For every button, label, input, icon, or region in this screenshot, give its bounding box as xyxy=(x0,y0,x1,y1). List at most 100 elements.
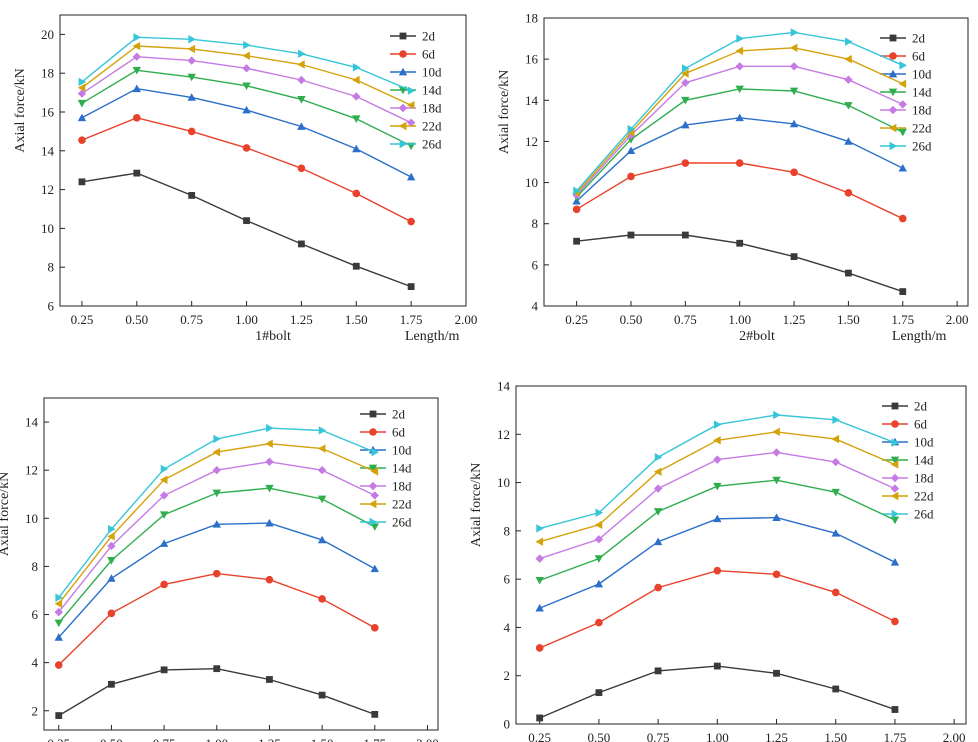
data-point xyxy=(242,64,251,73)
data-point xyxy=(108,524,116,534)
legend-marker xyxy=(399,139,408,149)
data-point xyxy=(831,529,840,537)
chart-panel-4: 0 2 4 6 8 10 12 14 0.25 0.50 0.75 1.00 1.25 1.50 1.75 2… xyxy=(469,379,967,742)
data-point xyxy=(844,54,852,64)
data-point xyxy=(890,484,900,493)
y-tick-label: 16 xyxy=(41,105,55,120)
x-tick-label: 1.50 xyxy=(837,312,860,327)
x-tick-label: 2.00 xyxy=(943,730,966,742)
legend-entry-14d: 14d xyxy=(360,461,412,476)
legend-entry-14d: 14d xyxy=(882,453,934,468)
data-point xyxy=(352,144,361,153)
x-axis-title: 2#bolt xyxy=(739,329,775,344)
data-point xyxy=(735,159,744,167)
data-point xyxy=(626,146,636,155)
data-point xyxy=(317,444,326,453)
y-tick-label: 4 xyxy=(32,655,39,670)
data-point xyxy=(407,86,416,95)
y-axis-title: Axial force/kN xyxy=(497,70,512,154)
data-point xyxy=(77,99,87,108)
data-point xyxy=(831,457,840,467)
x-tick-label: 0.50 xyxy=(588,730,611,742)
data-point xyxy=(243,217,250,225)
series-10d xyxy=(535,513,900,612)
series-18d xyxy=(54,457,379,617)
data-point xyxy=(265,518,274,527)
y-tick-label: 4 xyxy=(532,299,539,314)
data-point xyxy=(773,410,781,420)
data-point xyxy=(159,539,169,547)
legend-label: 14d xyxy=(914,453,934,468)
data-point xyxy=(265,457,274,466)
data-point xyxy=(132,66,142,75)
legend-entry-26d: 26d xyxy=(882,507,934,522)
data-point xyxy=(681,69,689,78)
legend-marker xyxy=(398,121,407,131)
legend-entry-6d: 6d xyxy=(390,47,436,62)
data-point xyxy=(735,85,744,94)
data-point xyxy=(266,676,273,683)
data-point xyxy=(406,172,416,181)
series-18d xyxy=(535,448,900,563)
data-point xyxy=(370,467,379,476)
x-tick-label: 1.75 xyxy=(891,312,914,327)
data-point xyxy=(133,169,141,177)
series-26d xyxy=(78,33,416,95)
data-point xyxy=(890,558,900,566)
data-point xyxy=(653,467,662,476)
data-point xyxy=(735,46,744,56)
legend-marker xyxy=(398,103,408,113)
data-point xyxy=(297,122,306,130)
series-22d xyxy=(572,43,907,198)
data-point xyxy=(213,434,221,444)
x-tick-label: 0.25 xyxy=(565,312,588,327)
y-tick-label: 8 xyxy=(504,523,511,538)
y-tick-label: 14 xyxy=(525,93,539,108)
series-2d xyxy=(55,665,379,719)
series-line xyxy=(576,88,904,198)
data-point xyxy=(832,685,840,693)
legend-entry-2d: 2d xyxy=(880,31,926,46)
data-point xyxy=(653,508,663,516)
legend-entry-18d: 18d xyxy=(360,479,412,494)
data-point xyxy=(265,575,274,584)
y-tick-label: 2 xyxy=(504,668,511,683)
series-6d xyxy=(78,114,415,226)
legend-label: 18d xyxy=(392,479,412,494)
data-point xyxy=(713,420,722,429)
series-26d xyxy=(536,410,900,533)
series-line xyxy=(576,65,904,196)
legend-marker xyxy=(888,69,898,78)
legend-marker xyxy=(369,517,378,527)
legend-marker xyxy=(891,509,900,519)
legend-label: 26d xyxy=(422,137,442,152)
y-tick-label: 12 xyxy=(25,463,38,478)
data-point xyxy=(713,436,721,445)
y-tick-label: 14 xyxy=(497,379,511,394)
data-point xyxy=(790,28,799,37)
x-tick-label: 1.75 xyxy=(884,730,907,742)
legend-label: 22d xyxy=(912,121,932,136)
chart-panel-1: 6 8 10 12 14 16 18 20 0.25 0.50 0.75 1.00 1.25 1.50 1.… xyxy=(13,14,477,344)
data-point xyxy=(77,83,86,92)
data-point xyxy=(107,609,116,618)
legend-label: 22d xyxy=(422,119,442,134)
y-tick-label: 12 xyxy=(41,182,54,197)
data-point xyxy=(242,144,251,152)
data-point xyxy=(133,114,141,122)
data-point xyxy=(108,680,115,688)
data-point xyxy=(107,574,116,582)
data-point xyxy=(681,231,689,239)
data-point xyxy=(265,439,273,448)
legend-label: 10d xyxy=(912,67,932,82)
series-18d xyxy=(77,52,416,127)
data-point xyxy=(899,61,907,70)
data-point xyxy=(318,691,326,699)
data-point xyxy=(407,217,415,226)
legend-entry-14d: 14d xyxy=(390,83,442,98)
data-point xyxy=(54,661,63,669)
data-point xyxy=(789,119,799,128)
legend-entry-2d: 2d xyxy=(360,407,406,422)
x-tick-label: 0.50 xyxy=(620,312,643,327)
